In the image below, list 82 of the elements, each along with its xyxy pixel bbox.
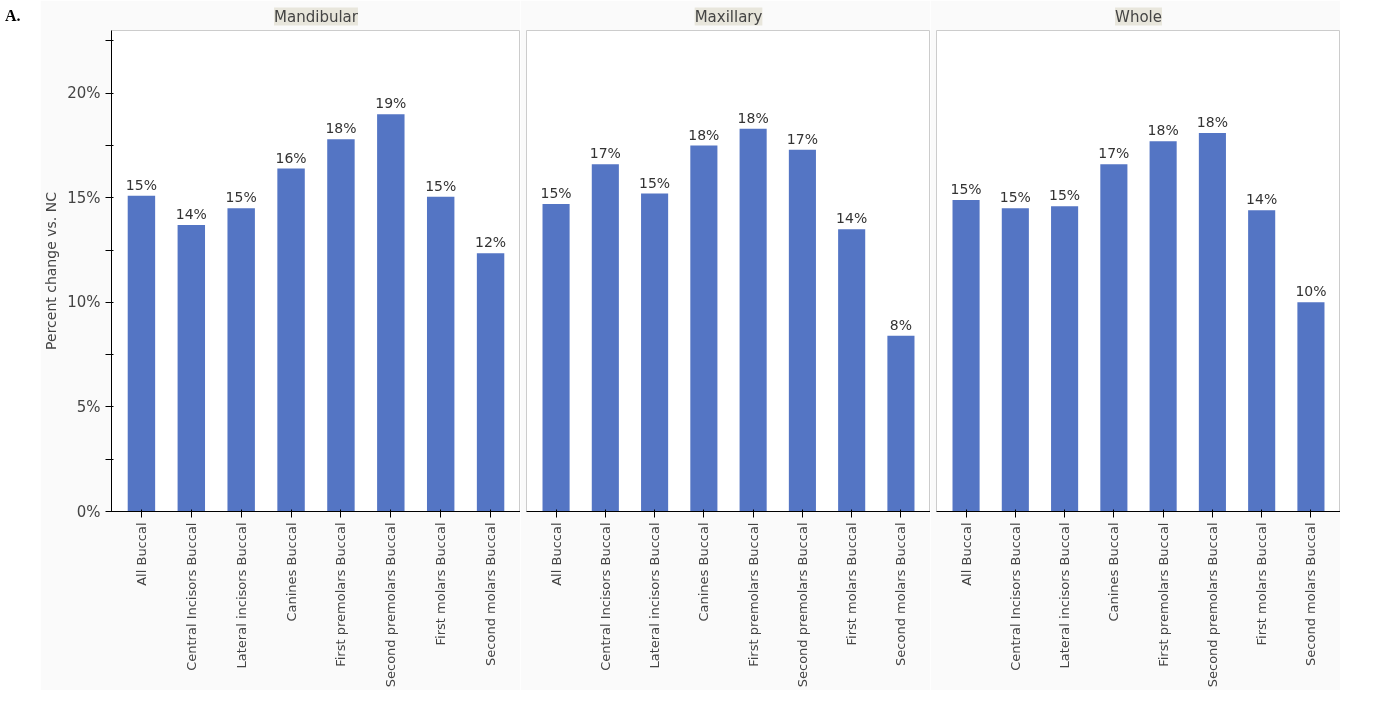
bar — [426, 196, 455, 512]
x-tick-label: All Buccal — [958, 522, 974, 586]
x-tick-label: First premolars Buccal — [745, 522, 761, 667]
x-tick-label: Second molars Buccal — [483, 522, 499, 666]
bar — [1100, 164, 1128, 512]
y-tick-label: 20% — [67, 84, 101, 103]
text: A. — [5, 7, 21, 24]
bar — [542, 204, 570, 512]
data-label: 19% — [375, 95, 407, 112]
data-label: 15% — [1049, 187, 1081, 204]
bar — [739, 128, 767, 512]
data-label: 15% — [425, 177, 457, 194]
data-label: 18% — [1147, 122, 1179, 139]
data-label: 15% — [950, 180, 982, 197]
data-label: 18% — [325, 120, 357, 137]
chart-title: Whole — [1115, 7, 1162, 26]
x-tick-label: Lateral incisors Buccal — [647, 522, 663, 669]
bar — [177, 224, 206, 512]
chart-title: Maxillary — [694, 7, 763, 26]
x-tick-label: Second premolars Buccal — [794, 522, 810, 688]
x-tick-label: Lateral incisors Buccal — [1057, 522, 1073, 669]
bar — [476, 253, 505, 512]
x-tick-label: Lateral incisors Buccal — [233, 522, 249, 669]
data-label: 15% — [225, 189, 257, 206]
bar — [1001, 208, 1029, 512]
x-tick-label: Central Incisors Buccal — [183, 522, 199, 671]
bar — [641, 193, 669, 512]
x-tick-label: First molars Buccal — [433, 522, 449, 646]
y-tick-label: 0% — [76, 502, 101, 521]
bar — [838, 229, 866, 512]
x-tick-label: First molars Buccal — [1254, 522, 1270, 646]
x-tick-label: Second premolars Buccal — [383, 522, 399, 688]
y-tick-label: 15% — [67, 188, 101, 207]
data-label: 18% — [1196, 113, 1228, 130]
bar — [1198, 132, 1226, 512]
x-tick-label: Central Incisors Buccal — [597, 522, 613, 671]
bar — [1297, 302, 1325, 512]
bar — [1051, 206, 1079, 512]
x-tick-label: Canines Buccal — [696, 522, 712, 622]
x-tick-label: Canines Buccal — [1106, 522, 1122, 622]
x-tick-label: All Buccal — [548, 522, 564, 586]
data-label: 14% — [175, 205, 207, 222]
data-label: 15% — [999, 189, 1031, 206]
bar — [327, 139, 355, 512]
bar — [127, 195, 156, 512]
data-label: 16% — [275, 149, 307, 166]
data-label: 18% — [688, 126, 720, 143]
bar — [952, 199, 980, 512]
bar — [788, 149, 816, 512]
x-tick-label: Second premolars Buccal — [1204, 522, 1220, 688]
bar — [377, 114, 405, 512]
x-tick-label: Canines Buccal — [283, 522, 299, 622]
data-label: 15% — [125, 176, 157, 193]
bar — [690, 145, 718, 512]
x-tick-label: First premolars Buccal — [1155, 522, 1171, 667]
x-tick-label: Central Incisors Buccal — [1007, 522, 1023, 671]
data-label: 18% — [737, 109, 769, 126]
data-label: 14% — [1246, 191, 1278, 208]
data-label: 15% — [639, 174, 671, 191]
bar — [277, 168, 305, 512]
x-tick-label: First premolars Buccal — [333, 522, 349, 667]
data-label: 12% — [475, 234, 507, 251]
x-tick-label: First molars Buccal — [844, 522, 860, 646]
data-label: 10% — [1295, 283, 1327, 300]
chart-title: Mandibular — [274, 7, 359, 26]
data-label: 17% — [786, 130, 818, 147]
data-label: 15% — [540, 185, 572, 202]
x-tick-label: Second molars Buccal — [893, 522, 909, 666]
bar — [1248, 210, 1276, 512]
y-axis-title: Percent change vs. NC — [43, 191, 60, 350]
data-label: 17% — [1098, 145, 1130, 162]
x-tick-label: Second molars Buccal — [1303, 522, 1319, 666]
x-tick-label: All Buccal — [133, 522, 149, 586]
bar — [591, 164, 619, 512]
data-label: 17% — [589, 145, 621, 162]
bar — [227, 208, 255, 512]
y-tick-label: 5% — [76, 397, 101, 416]
data-label: 8% — [889, 316, 913, 333]
bar — [1149, 141, 1177, 512]
bar — [887, 335, 915, 512]
y-tick-label: 10% — [67, 293, 101, 312]
data-label: 14% — [836, 210, 868, 227]
